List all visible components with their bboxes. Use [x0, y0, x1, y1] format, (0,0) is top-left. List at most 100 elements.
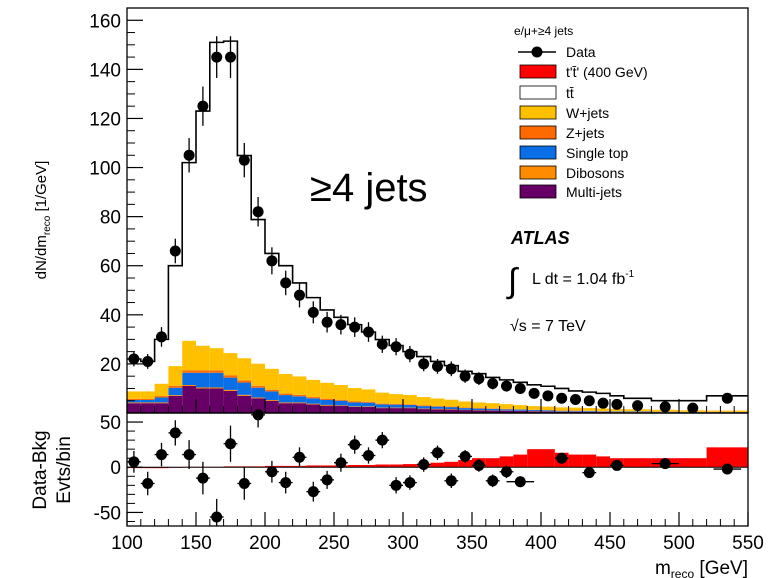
data-point-4	[183, 149, 195, 161]
legend-swatch-tprime	[519, 64, 557, 79]
legend-label-ttbar: tt̄	[566, 85, 574, 101]
stack-bar-3-18	[375, 403, 390, 405]
residual-point-14	[321, 474, 333, 486]
main-ytick-label-0: 20	[100, 355, 121, 376]
legend-entry-zjets: Z+jets	[519, 125, 605, 141]
legend-entry-singletop: Single top	[519, 145, 628, 161]
stack-bar-4-8	[237, 358, 252, 381]
stack-bar-3-4	[182, 370, 196, 373]
data-point-21	[418, 358, 430, 370]
residual-point-27	[501, 466, 512, 478]
tprime-band-bar-20	[403, 464, 417, 468]
stack-bar-3-20	[403, 404, 417, 405]
data-point-36	[632, 400, 644, 412]
stack-bar-0-24	[458, 410, 472, 413]
residual-point-13	[307, 486, 319, 498]
stack-bar-3-9	[251, 385, 265, 388]
data-point-2	[156, 331, 167, 343]
legend-entry-tprime: t't̄' (400 GeV)	[519, 64, 648, 80]
data-point-20	[404, 348, 416, 360]
ttbar-step-line	[127, 40, 748, 402]
data-point-27	[501, 380, 512, 392]
stack-bar-2-20	[403, 404, 417, 408]
legend-swatch-singletop	[519, 145, 557, 160]
x-tick-label-0: 100	[111, 533, 143, 554]
stack-bar-3-14	[320, 398, 334, 400]
stack-bar-0-16	[347, 406, 362, 413]
stack-bar-1-11	[278, 402, 293, 404]
stack-bar-0-15	[334, 405, 348, 413]
stack-bar-2-5	[196, 372, 210, 388]
data-point-1	[142, 355, 154, 367]
stack-bar-4-21	[416, 397, 431, 406]
ratio-y-label-line1: Data-Bkg	[30, 430, 51, 509]
tprime-band-bar-27	[499, 456, 514, 468]
data-point-16	[349, 321, 361, 333]
x-tick-label-5: 350	[456, 533, 488, 554]
tprime-band-bar-38	[679, 458, 707, 468]
main-ytick-label-3: 80	[100, 208, 121, 229]
stack-bar-0-1	[140, 403, 155, 413]
residual-point-16	[349, 439, 361, 451]
stack-bar-3-5	[196, 370, 210, 373]
x-tick-label-3: 250	[318, 533, 350, 554]
main-panel: 20 40 60 80 100 120 140 160 dN/dmreco [1/GeV] e…	[33, 7, 749, 414]
residual-point-30	[583, 467, 595, 479]
stack-bar-2-4	[182, 372, 196, 386]
stack-bar-2-33	[582, 411, 597, 412]
background-stack	[127, 340, 748, 413]
tprime-band-bar-32	[568, 454, 583, 468]
stack-bar-4-11	[278, 373, 293, 394]
stack-bar-4-17	[361, 389, 376, 402]
data-point-13	[307, 306, 319, 318]
residual-point-12	[294, 451, 305, 463]
stack-bar-2-1	[140, 399, 155, 403]
stack-bar-0-10	[265, 400, 279, 413]
stack-bar-2-12	[292, 396, 307, 403]
stack-bar-2-25	[472, 408, 486, 411]
legend-label-dibosons: Dibosons	[566, 165, 624, 181]
legend-entry-data: Data	[518, 44, 596, 60]
stack-bar-2-9	[251, 387, 265, 398]
residual-point-22	[432, 447, 443, 459]
stack-bar-3-13	[306, 397, 321, 399]
stack-bar-2-30	[541, 410, 555, 412]
stack-bar-2-27	[499, 409, 514, 411]
main-y-ticks: 20 40 60 80 100 120 140 160	[89, 7, 143, 402]
stack-bar-4-9	[251, 363, 265, 386]
stack-bar-0-19	[389, 408, 403, 413]
tprime-band-bar-26	[485, 458, 500, 468]
main-x-ticks	[126, 399, 749, 413]
stack-bar-4-27	[499, 404, 514, 409]
stack-bar-4-26	[485, 403, 500, 409]
tprime-band-bar-39	[706, 447, 748, 468]
residual-point-18	[376, 434, 388, 446]
main-ytick-label-6: 140	[89, 60, 121, 81]
stack-bar-4-14	[320, 382, 334, 399]
tprime-band-bar-33	[582, 454, 597, 468]
stack-bar-4-24	[458, 401, 472, 408]
legend-swatch-ttbar	[519, 85, 557, 100]
main-ytick-label-4: 100	[89, 159, 121, 180]
stack-bar-0-6	[209, 388, 224, 413]
stack-bar-4-16	[347, 387, 362, 402]
legend: e/μ+≥4 jets Data t't̄' (400 GeV) tt̄ W+j…	[514, 24, 648, 200]
stack-bar-4-29	[527, 406, 541, 410]
data-point-35	[611, 398, 623, 410]
residual-point-25	[473, 459, 485, 471]
data-point-15	[335, 319, 347, 331]
data-point-10	[266, 255, 278, 267]
tprime-band-bar-13	[306, 465, 321, 468]
legend-label-multijets: Multi-jets	[566, 184, 622, 200]
stack-bar-0-27	[499, 410, 514, 413]
x-axis-label: mreco [GeV]	[655, 558, 748, 578]
stack-bar-4-32	[568, 407, 583, 411]
legend-data-marker	[531, 46, 543, 58]
residual-point-31	[611, 459, 623, 471]
stack-bar-0-2	[154, 403, 169, 413]
stack-bar-2-14	[320, 399, 334, 405]
data-point-3	[169, 245, 181, 257]
legend-swatch-wjets	[519, 105, 557, 120]
stack-bar-2-22	[430, 406, 445, 409]
